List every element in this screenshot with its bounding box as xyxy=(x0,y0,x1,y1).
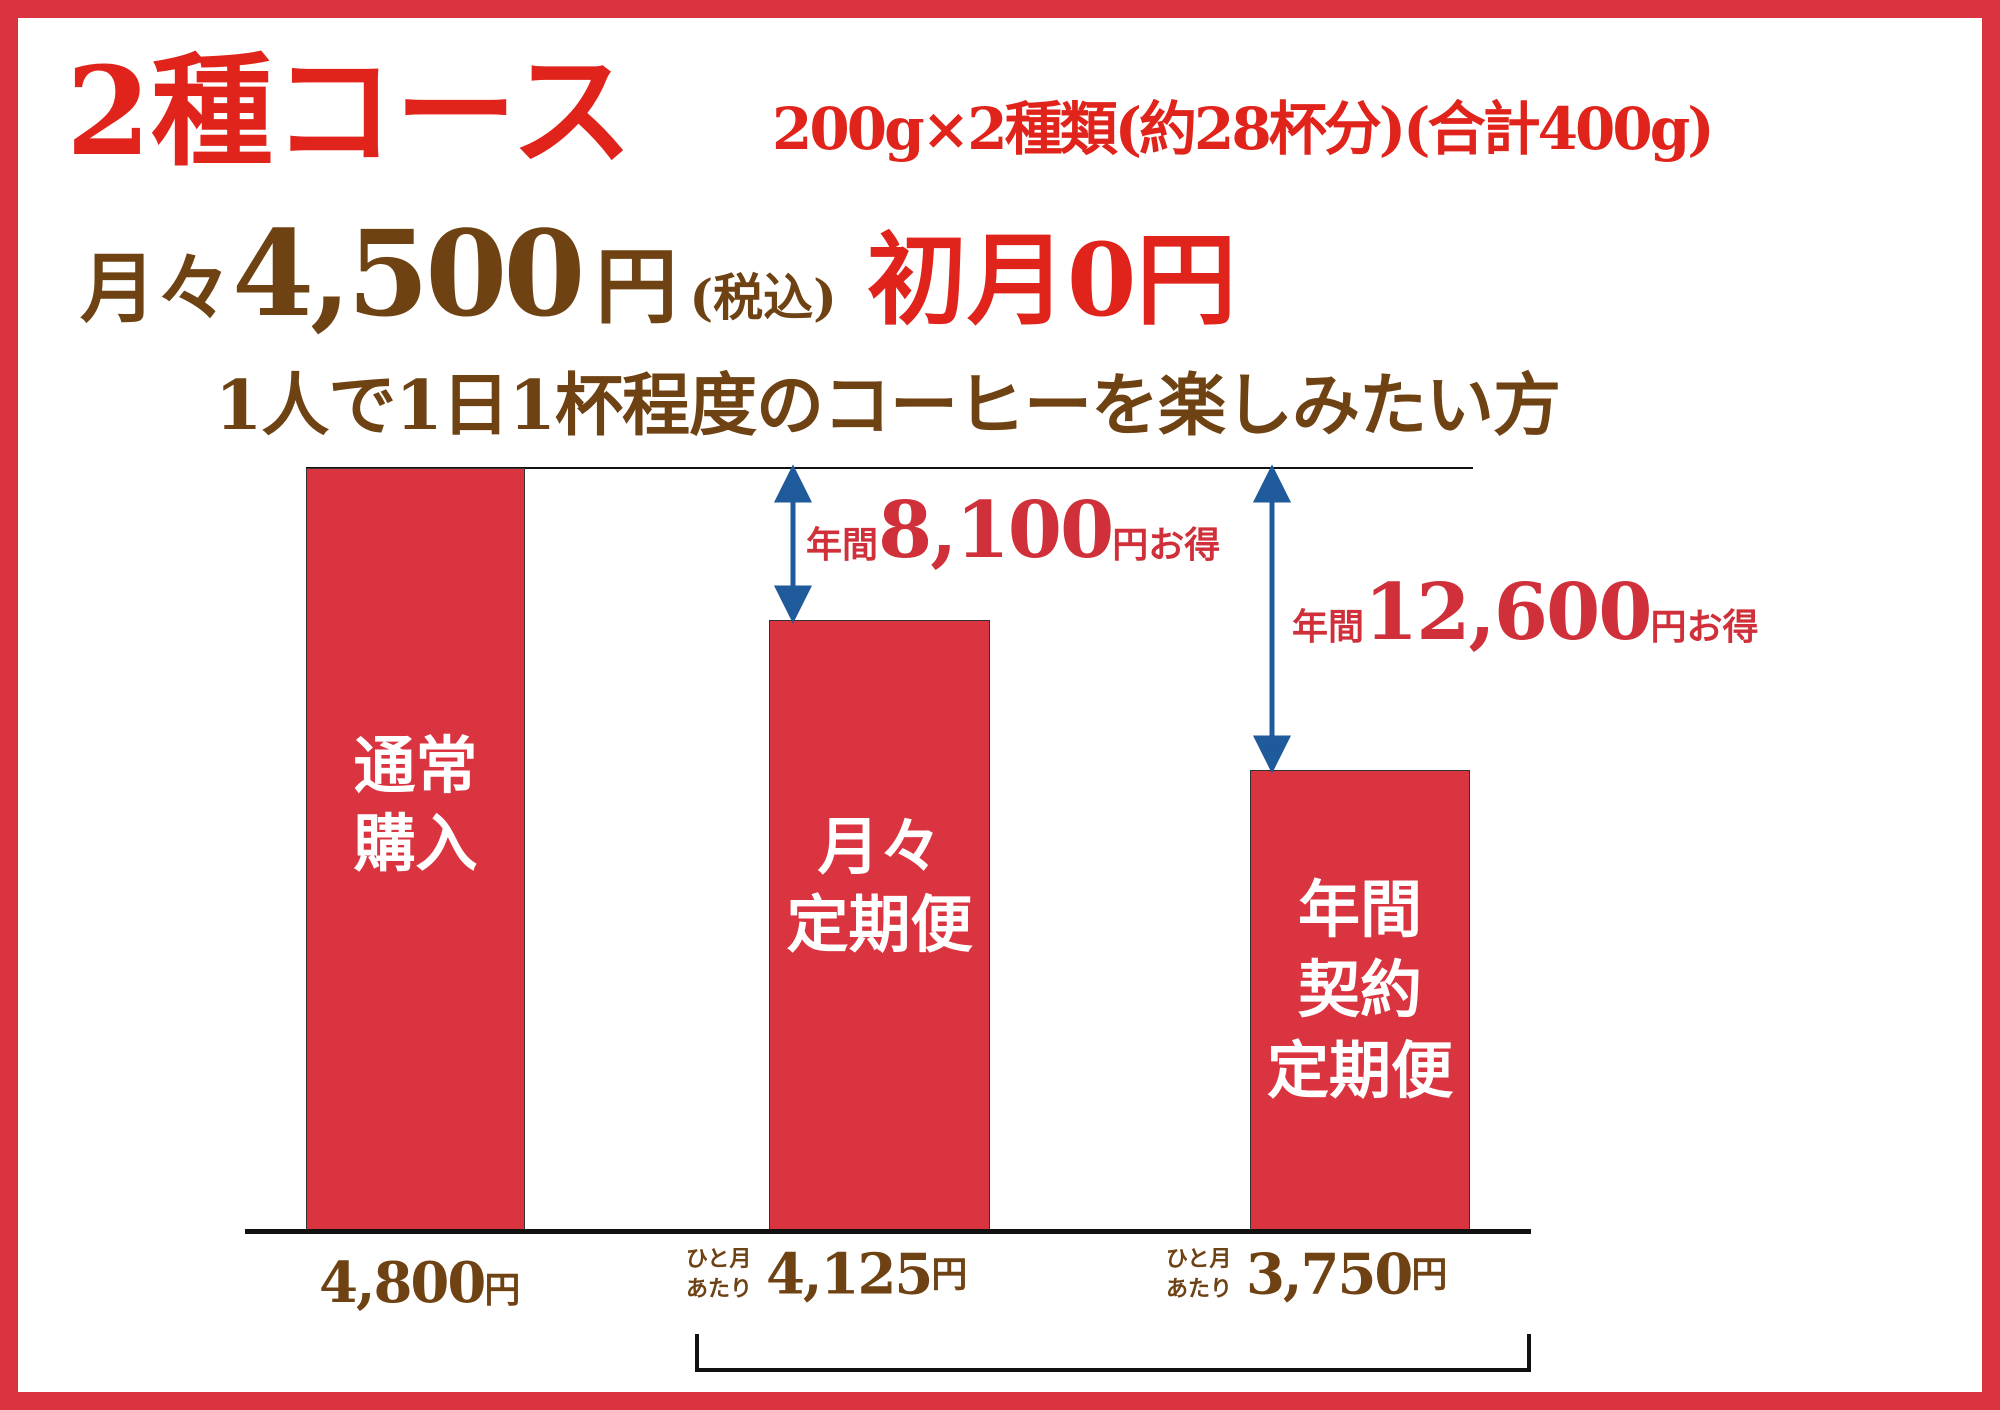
bar-annual: 年間 契約 定期便 xyxy=(1250,770,1470,1231)
course-subtitle: 200g×2種類(約28杯分)(合計400g) xyxy=(772,95,1715,163)
arrow-up-head xyxy=(1252,464,1292,503)
price-line: 月々4,500 円 (税込) 初月0円 xyxy=(80,215,1236,333)
bar-label: 契約 xyxy=(1297,953,1422,1027)
bar-regular: 通常 購入 xyxy=(306,468,525,1231)
per-month-label: ひと月 xyxy=(1166,1246,1232,1272)
savings-annual: 年間12,600円お得 xyxy=(1292,574,1759,652)
bar-label: 年間 xyxy=(1297,872,1422,946)
savings-amount: 8,100 xyxy=(878,485,1114,576)
price-regular: 4,800円 xyxy=(319,1255,520,1311)
price-value: 4,125 xyxy=(766,1241,933,1308)
bar-label: 月々 xyxy=(817,810,942,883)
tax-included: (税込) xyxy=(689,268,837,327)
price-value: 3,750 xyxy=(1246,1241,1413,1308)
savings-suffix: 円お得 xyxy=(1650,606,1759,648)
reference-line xyxy=(306,467,1473,469)
per-month-label: ひと月 xyxy=(686,1246,752,1272)
price-amount: 4,500 xyxy=(232,204,585,343)
price-yen: 円 xyxy=(484,1269,521,1311)
price-prefix: 月々 xyxy=(80,244,232,333)
per-month-label: あたり xyxy=(1166,1275,1233,1302)
tagline: 1人で1日1杯程度のコーヒーを楽しみたい方 xyxy=(215,366,1561,446)
savings-prefix: 年間 xyxy=(806,524,879,566)
subscription-bracket xyxy=(695,1334,1531,1372)
first-month-free: 初月0円 xyxy=(866,221,1237,339)
bar-label: 定期便 xyxy=(1266,1033,1453,1107)
price-yen: 円 xyxy=(595,239,678,335)
bar-label: 定期便 xyxy=(786,887,973,961)
savings-monthly: 年間8,100円お得 xyxy=(806,492,1220,570)
baseline xyxy=(245,1229,1531,1234)
price-annual: ひと月 あたり 3,750円 xyxy=(1166,1245,1447,1304)
savings-amount: 12,600 xyxy=(1364,567,1653,658)
bar-monthly: 月々 定期便 xyxy=(769,620,990,1231)
price-monthly: ひと月 あたり 4,125円 xyxy=(686,1245,967,1304)
bar-label: 通常 xyxy=(353,729,478,802)
price-yen: 円 xyxy=(1411,1253,1448,1296)
arrow-up-head xyxy=(773,464,813,503)
arrow-down-head xyxy=(1252,735,1292,774)
savings-suffix: 円お得 xyxy=(1112,524,1221,566)
price-value: 4,800 xyxy=(319,1250,486,1316)
bar-label: 購入 xyxy=(353,806,478,880)
per-month-label: あたり xyxy=(686,1275,753,1302)
savings-prefix: 年間 xyxy=(1292,606,1365,648)
price-yen: 円 xyxy=(931,1253,968,1296)
course-title: 2種コース xyxy=(66,39,633,183)
arrow-down-head xyxy=(773,585,813,624)
